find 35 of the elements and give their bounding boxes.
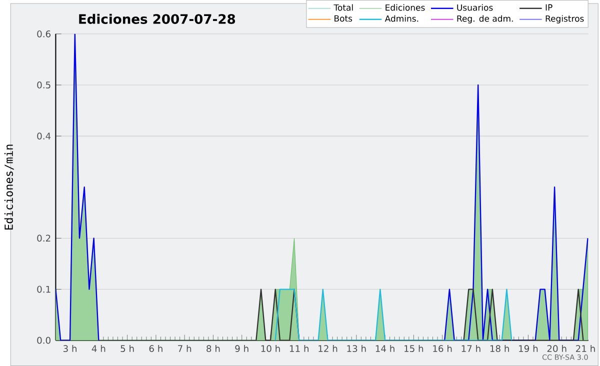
x-tick-label: 16 h (433, 344, 452, 352)
x-tick-label: 10 h (261, 344, 280, 352)
legend-label: Registros (546, 15, 584, 24)
x-tick-label: 3 h (63, 344, 77, 352)
legend-label: IP (546, 4, 552, 10)
legend-label: Bots (334, 15, 352, 22)
y-tick-label: 0.1 (37, 286, 50, 293)
x-tick-label: 14 h (376, 344, 394, 352)
legend-label: Admins. (384, 15, 418, 22)
legend-label: Total (334, 4, 353, 11)
x-tick-label: 17 h (462, 344, 480, 352)
x-tick-label: 6 h (149, 344, 162, 352)
x-tick-label: 5 h (120, 344, 134, 352)
legend-label: Ediciones (386, 4, 425, 11)
x-tick-label: 21 h (576, 344, 595, 352)
chart-title: Ediciones 2007-07-28 (79, 14, 236, 24)
x-tick-label: 13 h (347, 344, 366, 352)
legend-label: Reg. de adm. (457, 15, 513, 24)
y-axis-title: Ediciones/min (4, 144, 14, 230)
x-tick-label: 20 h (547, 344, 566, 352)
y-tick-label: 0.6 (37, 30, 51, 38)
y-tick-label: 0.4 (37, 132, 51, 140)
x-tick-label: 12 h (318, 344, 338, 352)
x-tick-label: 19 h (519, 344, 538, 352)
x-tick-label: 9 h (235, 344, 248, 352)
y-tick-label: 0.5 (37, 82, 50, 88)
y-tick-label: 0.0 (37, 336, 50, 344)
x-tick-label: 4 h (92, 344, 106, 352)
y-tick-label: 0.2 (37, 234, 50, 242)
x-tick-label: 8 h (206, 344, 220, 352)
x-tick-label: 15 h (404, 344, 424, 352)
x-tick-label: 11 h (290, 344, 308, 352)
x-tick-label: 7 h (178, 344, 192, 352)
legend-label: Usuarios (457, 4, 493, 11)
x-tick-label: 18 h (490, 344, 509, 352)
